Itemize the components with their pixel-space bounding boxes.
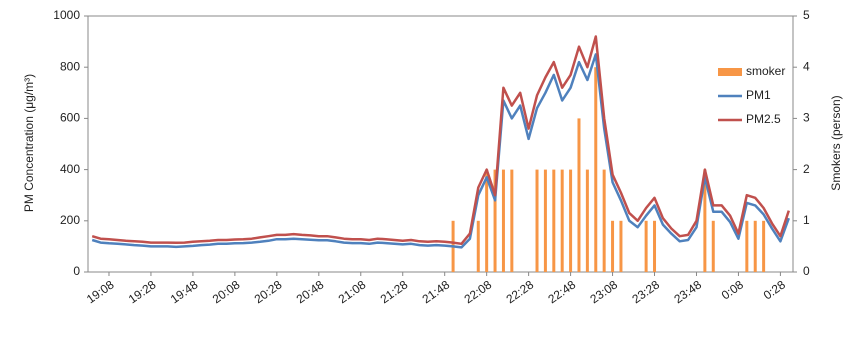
smoker-bar: [510, 169, 514, 272]
x-tick-label: 19:28: [126, 277, 159, 306]
y2-tick-label: 5: [803, 8, 810, 22]
y-tick-label: 200: [60, 213, 80, 227]
y-tick-label: 1000: [53, 8, 80, 22]
smoker-bar: [493, 169, 497, 272]
y-tick-label: 800: [60, 59, 80, 73]
x-tick-label: 21:08: [336, 277, 369, 306]
legend-label: PM1: [746, 88, 771, 102]
y2-tick-label: 0: [803, 264, 810, 278]
y2-tick-label: 3: [803, 111, 810, 125]
y-axis-title: PM Concentration (μg/m³): [22, 74, 36, 212]
x-tick-label: 0:08: [719, 277, 746, 302]
smoker-bar: [611, 220, 615, 272]
smoker-bar: [711, 220, 715, 272]
x-tick-label: 20:48: [294, 277, 327, 306]
y2-tick-label: 4: [803, 59, 810, 73]
x-tick-label: 19:48: [168, 277, 201, 306]
smoker-bar: [543, 169, 547, 272]
smoker-bar: [476, 220, 480, 272]
x-tick-label: 23:28: [629, 277, 662, 306]
x-tick-label: 23:08: [587, 277, 620, 306]
smoker-bar: [501, 169, 505, 272]
y2-tick-label: 1: [803, 213, 810, 227]
x-tick-label: 22:48: [545, 277, 578, 306]
smoker-bar: [569, 169, 573, 272]
smoker-bar: [644, 220, 648, 272]
smoker-bar: [577, 118, 581, 273]
smoker-bar: [762, 220, 766, 272]
x-tick-label: 23:48: [671, 277, 704, 306]
smoker-bar: [653, 220, 657, 272]
x-tick-label: 22:08: [462, 277, 495, 306]
x-tick-label: 0:28: [761, 277, 788, 302]
smoker-bar: [619, 220, 623, 272]
x-tick-label: 20:08: [210, 277, 243, 306]
x-tick-label: 20:28: [252, 277, 285, 306]
smoker-bar: [560, 169, 564, 272]
plot-frame: [87, 15, 794, 273]
smoker-bar: [535, 169, 539, 272]
smoker-bar: [602, 169, 606, 272]
legend-label: smoker: [746, 64, 785, 78]
y-tick-label: 400: [60, 162, 80, 176]
smoker-bar: [594, 67, 598, 272]
smoker-bar: [585, 169, 589, 272]
series-line: [91, 53, 790, 249]
y2-tick-label: 2: [803, 162, 810, 176]
y-tick-label: 0: [73, 264, 80, 278]
x-tick-label: 19:08: [84, 277, 117, 306]
legend-label: PM2.5: [746, 112, 781, 126]
smoker-bar: [703, 169, 707, 272]
legend-swatch: [718, 68, 742, 76]
smoker-bar: [485, 169, 489, 272]
x-tick-label: 21:48: [420, 277, 453, 306]
smoker-bar: [745, 220, 749, 272]
x-tick-label: 22:28: [504, 277, 537, 306]
smoker-bar: [552, 169, 556, 272]
x-tick-label: 21:28: [378, 277, 411, 306]
y2-axis-title: Smokers (person): [829, 95, 843, 190]
y-tick-label: 600: [60, 111, 80, 125]
series-line: [91, 35, 790, 246]
smoker-bar: [753, 220, 757, 272]
